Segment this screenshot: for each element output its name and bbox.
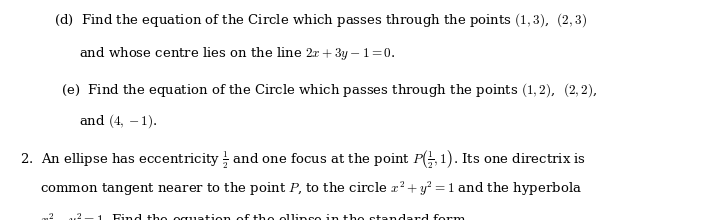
Text: and whose centre lies on the line $2x+3y-1=0$.: and whose centre lies on the line $2x+3y… <box>79 45 395 62</box>
Text: 2.  An ellipse has eccentricity $\frac{1}{2}$ and one focus at the point $P\left: 2. An ellipse has eccentricity $\frac{1}… <box>20 148 586 170</box>
Text: $x^2-y^2=1$. Find the equation of the ellipse in the standard form.: $x^2-y^2=1$. Find the equation of the el… <box>40 211 470 220</box>
Text: and $(4,-1)$.: and $(4,-1)$. <box>79 112 157 130</box>
Text: (e)  Find the equation of the Circle which passes through the points $(1,2)$,  $: (e) Find the equation of the Circle whic… <box>61 81 598 99</box>
Text: (d)  Find the equation of the Circle which passes through the points $(1,3)$,  $: (d) Find the equation of the Circle whic… <box>55 11 587 29</box>
Text: common tangent nearer to the point $P$, to the circle $x^2+y^2=1$ and the hyperb: common tangent nearer to the point $P$, … <box>40 180 582 198</box>
